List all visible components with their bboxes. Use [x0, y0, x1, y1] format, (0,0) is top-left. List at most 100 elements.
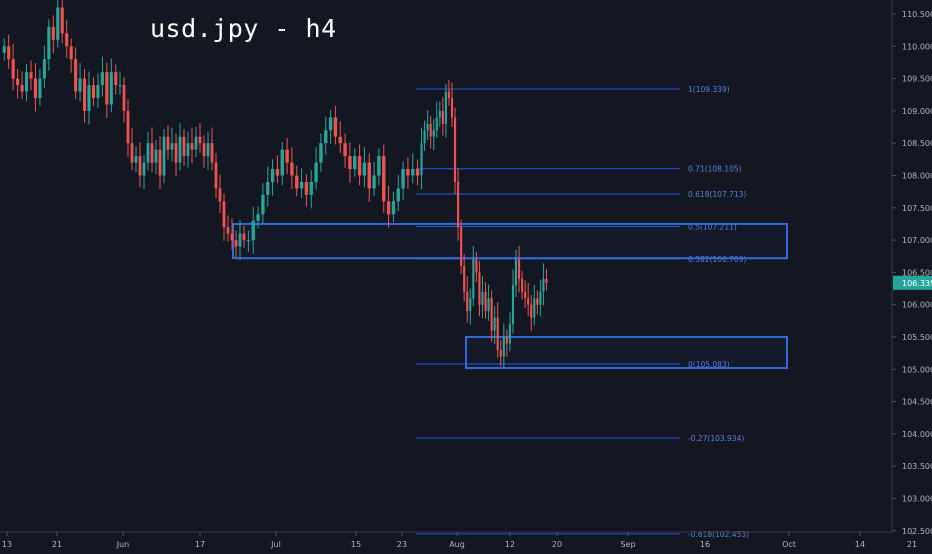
x-tick-label: 15: [351, 540, 361, 549]
y-tick-label: 107.500: [902, 204, 932, 213]
candle-body: [490, 298, 493, 331]
candle-body: [190, 143, 194, 150]
candle-body: [511, 285, 515, 325]
candle-body: [251, 220, 255, 241]
fib-label: 1(109.339): [688, 85, 730, 94]
candle-body: [460, 227, 463, 266]
candle-body: [256, 214, 260, 221]
candle-body: [24, 72, 29, 92]
candle-body: [299, 181, 304, 189]
x-tick-label: Jul: [270, 540, 281, 549]
candle-body: [69, 46, 73, 60]
candle-body: [238, 233, 242, 247]
candle-body: [194, 136, 198, 150]
candle-body: [65, 33, 69, 47]
candle-body: [122, 85, 126, 111]
candle-body: [60, 7, 64, 34]
candle-body: [290, 162, 294, 176]
candle-body: [118, 85, 122, 87]
candle-body: [29, 72, 33, 79]
zones: [232, 222, 788, 370]
x-tick-label: 13: [2, 540, 12, 549]
candle-body: [280, 149, 284, 176]
candle-body: [401, 169, 405, 189]
candle-body: [415, 169, 420, 176]
candle-body: [314, 162, 318, 182]
candle-body: [109, 72, 113, 105]
candle-body: [202, 143, 206, 157]
candle-body: [210, 143, 214, 163]
candle-body: [377, 156, 381, 176]
candle-body: [162, 136, 166, 176]
last-price-label: 106.339: [902, 279, 932, 288]
candle-body: [96, 85, 100, 98]
candle-body: [545, 278, 548, 283]
candle-body: [539, 291, 542, 305]
candle-body: [338, 136, 342, 144]
candle-body: [496, 317, 499, 350]
candle-body: [170, 143, 174, 150]
candle-body: [396, 188, 400, 202]
candle-body: [542, 278, 545, 292]
candle-body: [146, 143, 150, 163]
candle-body: [20, 85, 24, 92]
candle-body: [16, 78, 20, 86]
y-tick-label: 108.000: [902, 172, 932, 181]
y-tick-label: 105.500: [902, 333, 932, 342]
candle-body: [499, 349, 502, 357]
x-tick-label: Aug: [449, 540, 465, 549]
candle-body: [130, 143, 134, 163]
candle-body: [508, 324, 511, 344]
candle-body: [453, 117, 457, 182]
candle-body: [493, 317, 496, 331]
y-tick-label: 106.000: [902, 301, 932, 310]
candles: [2, 0, 548, 369]
fib-label: -0.618(102.453): [688, 530, 749, 539]
candle-body: [226, 227, 230, 234]
candle-body: [367, 162, 371, 189]
candle-body: [74, 59, 78, 92]
candle-body: [285, 149, 289, 163]
candle-body: [304, 181, 309, 195]
candle-body: [218, 188, 222, 202]
candle-body: [87, 85, 91, 111]
candle-body: [319, 143, 323, 163]
time-axis: 13 21 Jun 17 Jul 15 23 Aug 12 20 Sep 16 Oct 14 21: [0, 531, 917, 549]
y-tick-label: 110.000: [902, 42, 932, 51]
candle-body: [444, 91, 447, 124]
y-tick-label: 106.500: [902, 268, 932, 277]
candle-body: [447, 91, 451, 98]
y-tick-label: 110.500: [902, 10, 932, 19]
candle-body: [178, 136, 182, 163]
candle-body: [270, 169, 275, 182]
candle-body: [469, 298, 472, 312]
x-tick-label: 12: [505, 540, 515, 549]
candle-body: [391, 201, 396, 215]
x-tick-label: Oct: [782, 540, 796, 549]
candle-body: [51, 26, 55, 40]
last-price-tag: [893, 275, 932, 290]
candle-body: [353, 156, 357, 170]
candle-body: [33, 78, 38, 98]
x-tick-label: 21: [52, 540, 62, 549]
candle-body: [530, 304, 533, 318]
x-tick-label: Jun: [116, 540, 130, 549]
candle-body: [484, 291, 487, 312]
candle-body: [242, 233, 246, 241]
candle-body: [536, 298, 539, 305]
candle-body: [514, 259, 518, 286]
fib-label: 0.618(107.713): [688, 190, 746, 199]
candle-body: [348, 156, 352, 170]
y-tick-label: 104.500: [902, 398, 932, 407]
candle-body: [521, 278, 524, 292]
candle-body: [150, 143, 154, 163]
candle-body: [230, 233, 234, 241]
y-tick-label: 104.000: [902, 430, 932, 439]
fib-label: 0.382(106.709): [688, 255, 746, 264]
candle-body: [423, 130, 426, 144]
chart-title: usd.jpy - h4: [150, 14, 337, 43]
candle-body: [475, 259, 478, 273]
y-tick-label: 103.500: [902, 462, 932, 471]
